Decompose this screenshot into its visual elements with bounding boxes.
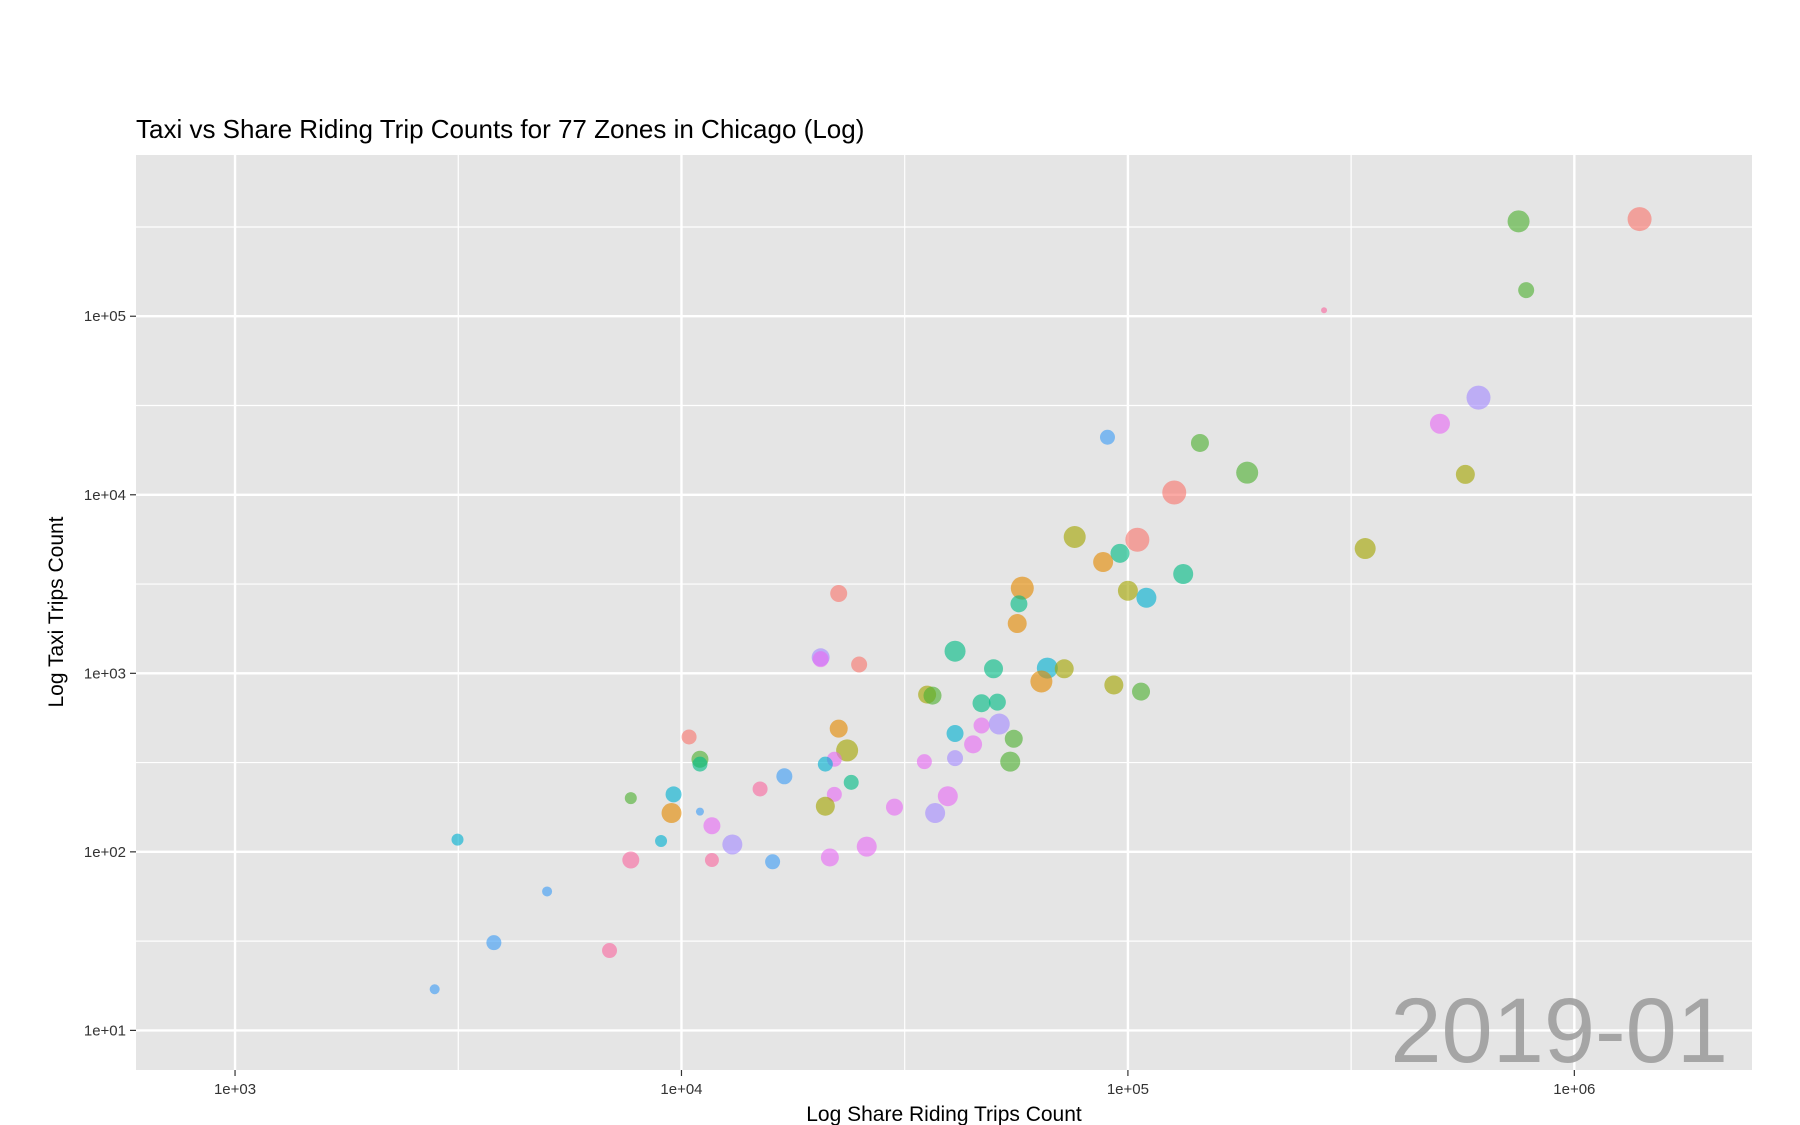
data-point [946, 725, 964, 743]
data-point [1136, 587, 1157, 608]
data-point [1354, 538, 1376, 560]
data-point [661, 803, 682, 824]
y-axis-label: Log Taxi Trips Count [45, 516, 68, 707]
data-point [1429, 413, 1450, 434]
data-point [973, 717, 990, 734]
x-tick-label: 1e+05 [1107, 1081, 1149, 1098]
data-point [776, 768, 793, 785]
plot-panel [136, 155, 1752, 1070]
data-point [836, 739, 859, 762]
data-point [1004, 729, 1023, 748]
data-point [624, 792, 637, 805]
y-tick-label: 1e+01 [84, 1022, 126, 1039]
data-point [843, 774, 859, 790]
data-point [856, 836, 877, 857]
data-point [703, 817, 721, 835]
data-point [1132, 682, 1151, 701]
data-point [429, 984, 440, 995]
data-point [1117, 580, 1138, 601]
data-point [1093, 552, 1114, 573]
data-point [1518, 282, 1535, 299]
data-point [451, 833, 464, 846]
data-point [1007, 614, 1027, 634]
y-tick-label: 1e+03 [84, 665, 126, 682]
x-tick-label: 1e+06 [1553, 1081, 1595, 1098]
data-point [826, 786, 842, 802]
data-point [486, 935, 502, 951]
data-point [812, 651, 829, 668]
data-point [817, 756, 833, 772]
data-point [1190, 433, 1209, 452]
data-point [885, 798, 903, 816]
data-point [1466, 385, 1491, 410]
data-point [988, 693, 1006, 711]
data-point [695, 807, 704, 816]
data-point [622, 851, 640, 869]
data-point [984, 659, 1004, 679]
data-point [988, 713, 1010, 735]
y-axis-ticks: 1e+01 1e+02 1e+03 1e+04 1e+05 [84, 308, 136, 1039]
y-tick-label: 1e+04 [84, 487, 126, 504]
data-point [1099, 429, 1115, 445]
data-point [1010, 595, 1028, 613]
data-point [947, 750, 964, 767]
x-axis-ticks: 1e+03 1e+04 1e+05 1e+06 [214, 1070, 1595, 1098]
data-point [1321, 307, 1328, 314]
data-point [722, 834, 743, 855]
data-point [542, 886, 553, 897]
x-tick-label: 1e+03 [214, 1081, 256, 1098]
x-tick-label: 1e+04 [660, 1081, 702, 1098]
data-point [602, 943, 618, 959]
chart-title: Taxi vs Share Riding Trip Counts for 77 … [136, 114, 864, 144]
major-gridlines [136, 155, 1752, 1070]
data-point [829, 719, 848, 738]
data-point [1627, 207, 1652, 232]
minor-gridlines [136, 155, 1752, 1070]
data-points [429, 207, 1652, 995]
data-point [692, 756, 708, 772]
data-point [1173, 563, 1194, 584]
data-point [1030, 670, 1053, 693]
data-point [752, 781, 768, 797]
data-point [923, 686, 942, 705]
data-point [704, 853, 719, 868]
data-point [964, 735, 983, 754]
data-point [1125, 527, 1150, 552]
data-point [1507, 210, 1530, 233]
data-point [1063, 526, 1086, 549]
data-point [1010, 576, 1034, 600]
data-point [1000, 751, 1021, 772]
data-point [830, 584, 848, 602]
data-point [765, 854, 781, 870]
data-point [1104, 675, 1124, 695]
data-point [1110, 543, 1130, 563]
data-point [681, 729, 697, 745]
data-point [851, 656, 868, 673]
data-point [925, 803, 946, 824]
data-point [1236, 461, 1259, 484]
data-point [916, 754, 932, 770]
data-point [665, 786, 682, 803]
data-point [1455, 464, 1475, 484]
data-point [815, 796, 835, 816]
data-point [937, 786, 958, 807]
data-point [1162, 480, 1187, 505]
y-tick-label: 1e+05 [84, 308, 126, 325]
period-label: 2019-01 [1390, 980, 1728, 1082]
data-point [655, 835, 668, 848]
y-tick-label: 1e+02 [84, 844, 126, 861]
data-point [972, 694, 991, 713]
data-point [944, 640, 966, 662]
data-point [1054, 659, 1074, 679]
data-point [820, 848, 839, 867]
x-axis-label: Log Share Riding Trips Count [806, 1103, 1082, 1125]
